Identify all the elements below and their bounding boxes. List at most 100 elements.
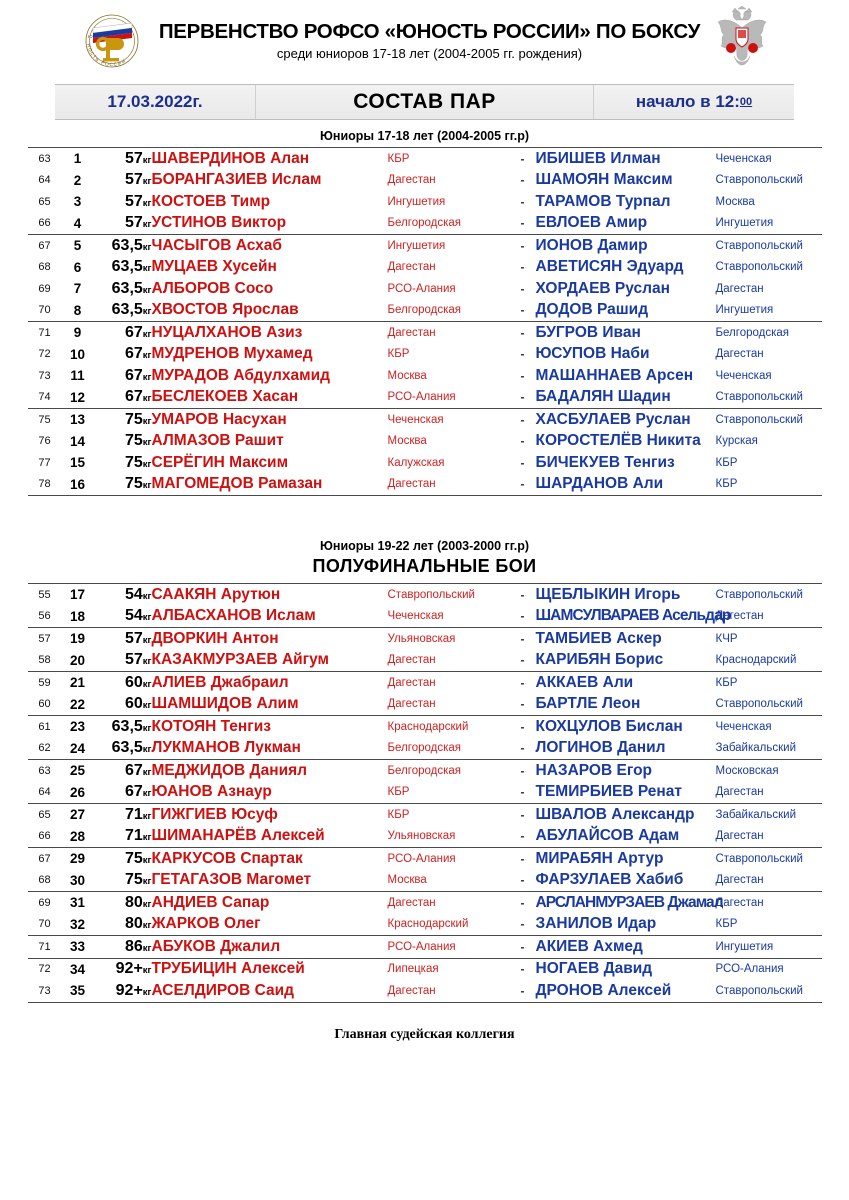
pair-sequence: 18 xyxy=(69,608,86,624)
table-row[interactable]: 70 8 63,5кг ХВОСТОВ Ярослав Белгородская - ДОД… xyxy=(28,300,822,322)
bout-number: 58 xyxy=(38,654,51,667)
table-row[interactable]: 64 26 67кг ЮАНОВ Азнаур КБР - ТЕМИРБИЕВ Ренат Д… xyxy=(28,782,822,804)
blue-corner-name: КОХЦУЛОВ Бислан xyxy=(535,715,716,738)
table-row[interactable]: 78 16 75кг МАГОМЕДОВ Рамазан Дагестан - ШАРДАН… xyxy=(27,473,822,496)
table-row[interactable]: 59 21 60кг АЛИЕВ Джабраил Дагестан - АККАЕВ Ал… xyxy=(27,671,822,694)
table-row[interactable]: 57 19 57кг ДВОРКИН Антон Ульяновская - ТАМБИЕВ… xyxy=(27,627,822,650)
versus-dash: - xyxy=(520,873,525,888)
bout-number: 68 xyxy=(38,874,51,887)
bout-number: 78 xyxy=(27,473,62,496)
table-row[interactable]: 72 10 67кг МУДРЕНОВ Мухамед КБР - ЮСУПОВ Наби Д… xyxy=(28,344,822,366)
table-row[interactable]: 64 2 57кг БОРАНГАЗИЕВ Ислам Дагестан - ШАМОЯН … xyxy=(28,170,822,192)
bouts-table: 63 1 57кг ШАВЕРДИНОВ Алан КБР - ИБИШЕВ Илман Че… xyxy=(27,147,822,496)
russian-ministry-eagle-icon xyxy=(714,5,770,76)
bout-number: 65 xyxy=(27,803,62,826)
weight-class: 63,5кг xyxy=(111,279,152,297)
blue-corner-name: АКИЕВ Ахмед xyxy=(535,935,716,958)
table-row[interactable]: 65 3 57кг КОСТОЕВ Тимр Ингушетия - ТАРАМОВ Тур… xyxy=(28,191,822,213)
blue-corner-name: БАРТЛЕ Леон xyxy=(535,695,641,713)
blue-corner-region: Чеченская xyxy=(715,147,822,170)
weight-class: 71кг xyxy=(124,827,152,845)
blue-corner-region: Московская xyxy=(715,759,822,782)
weight-class: 60кг xyxy=(93,671,152,694)
red-corner-region: КБР xyxy=(387,786,410,799)
table-row[interactable]: 70 32 80кг ЖАРКОВ Олег Краснодарский - ЗАНИЛОВ… xyxy=(28,914,822,936)
blue-corner-name: ХАСБУЛАЕВ Руслан xyxy=(535,408,716,431)
table-row[interactable]: 74 12 67кг БЕСЛЕКОЕВ Хасан РСО-Алания - БАДАЛЯ… xyxy=(28,387,822,409)
bout-number: 73 xyxy=(27,980,62,1003)
table-row[interactable]: 69 31 80кг АНДИЕВ Сапар Дагестан - АРСЛАНМУРЗА… xyxy=(27,891,822,914)
weight-class: 92+кг xyxy=(93,980,152,1003)
table-row[interactable]: 73 11 67кг МУРАДОВ Абдулхамид Москва - МАШАННА… xyxy=(28,365,822,387)
pair-sequence: 1 xyxy=(61,147,94,170)
blue-corner-name: ШАМСУЛВАРАЕВ Асельдар xyxy=(535,607,732,625)
blue-corner-name: ДОДОВ Рашид xyxy=(535,301,649,319)
weight-class: 92+кг xyxy=(93,957,152,980)
red-corner-region: РСО-Алания xyxy=(387,847,510,870)
weight-class: 63,5кг xyxy=(111,739,152,757)
table-row[interactable]: 72 34 92+кг ТРУБИЦИН Алексей Липецкая - НОГАЕВ… xyxy=(27,957,822,980)
bout-number: 67 xyxy=(27,847,62,870)
table-row[interactable]: 63 1 57кг ШАВЕРДИНОВ Алан КБР - ИБИШЕВ Илман Че… xyxy=(27,147,822,170)
table-row[interactable]: 65 27 71кг ГИЖГИЕВ Юсуф КБР - ШВАЛОВ Александр… xyxy=(27,803,822,826)
blue-corner-name: КОРОСТЕЛЁВ Никита xyxy=(535,432,701,450)
blue-corner-region: Забайкальский xyxy=(715,803,822,826)
table-row[interactable]: 58 20 57кг КАЗАКМУРЗАЕВ Айгум Дагестан - КАРИБ… xyxy=(28,650,822,672)
blue-corner-region: Ставропольский xyxy=(715,174,803,187)
weight-class: 57кг xyxy=(93,147,152,170)
bout-number: 62 xyxy=(38,742,51,755)
page-subtitle: среди юниоров 17-18 лет (2004-2005 гг. р… xyxy=(276,45,583,61)
red-corner-name: АЛМАЗОВ Рашит xyxy=(151,432,284,450)
blue-corner-name: ЛОГИНОВ Данил xyxy=(535,739,666,757)
start-time: начало в 12: 00 xyxy=(594,85,794,119)
weight-class: 75кг xyxy=(124,453,152,471)
blue-corner-name: НОГАЕВ Давид xyxy=(535,957,716,980)
red-corner-region: КБР xyxy=(387,803,510,826)
red-corner-name: МАГОМЕДОВ Рамазан xyxy=(151,473,388,496)
weight-class: 67кг xyxy=(93,321,152,344)
weight-unit: кг xyxy=(142,241,152,253)
weight-unit: кг xyxy=(142,437,152,449)
table-row[interactable]: 76 14 75кг АЛМАЗОВ Рашит Москва - КОРОСТЕЛЁВ Н… xyxy=(28,431,822,453)
table-row[interactable]: 55 17 54кг СААКЯН Арутюн Ставропольский - ЩЕБЛ… xyxy=(27,583,822,606)
bouts-table: 55 17 54кг СААКЯН Арутюн Ставропольский - ЩЕБЛ… xyxy=(27,583,822,1003)
table-row[interactable]: 77 15 75кг СЕРЁГИН Максим Калужская - БИЧЕКУЕВ… xyxy=(28,452,822,474)
table-row[interactable]: 75 13 75кг УМАРОВ Насухан Чеченская - ХАСБУЛАЕ… xyxy=(27,408,822,431)
blue-corner-name: ШАРДАНОВ Али xyxy=(535,473,716,496)
blue-corner-region: Ингушетия xyxy=(715,935,822,958)
blue-corner-name: ТАМБИЕВ Аскер xyxy=(535,627,716,650)
table-row[interactable]: 69 7 63,5кг АЛБОРОВ Сосо РСО-Алания - ХОРДАЕВ … xyxy=(28,278,822,300)
weight-unit: кг xyxy=(142,722,152,734)
table-row[interactable]: 62 24 63,5кг ЛУКМАНОВ Лукман Белгородская - ЛО… xyxy=(28,738,822,760)
versus-dash: - xyxy=(520,697,525,712)
table-row[interactable]: 56 18 54кг АЛБАСХАНОВ Ислам Чеченская - ШАМСУЛ… xyxy=(28,606,822,628)
pair-sequence: 29 xyxy=(61,847,94,870)
bout-number: 74 xyxy=(38,391,51,404)
versus-dash: - xyxy=(509,759,536,782)
table-row[interactable]: 67 29 75кг КАРКУСОВ Спартак РСО-Алания - МИРАБ… xyxy=(27,847,822,870)
table-row[interactable]: 68 30 75кг ГЕТАГАЗОВ Магомет Москва - ФАРЗУЛАЕ… xyxy=(28,870,822,892)
weight-unit: кг xyxy=(142,328,152,340)
table-row[interactable]: 71 33 86кг АБУКОВ Джалил РСО-Алания - АКИЕВ Ах… xyxy=(27,935,822,958)
blue-corner-region: Ставропольский xyxy=(715,261,803,274)
table-row[interactable]: 61 23 63,5кг КОТОЯН Тенгиз Краснодарский - КОХ… xyxy=(27,715,822,738)
table-row[interactable]: 63 25 67кг МЕДЖИДОВ Даниял Белгородская - НАЗА… xyxy=(27,759,822,782)
bout-number: 69 xyxy=(27,891,62,914)
blue-corner-name: НАЗАРОВ Егор xyxy=(535,759,716,782)
weight-unit: кг xyxy=(142,393,152,405)
bout-number: 61 xyxy=(27,715,62,738)
table-row[interactable]: 66 28 71кг ШИМАНАРЁВ Алексей Ульяновская - АБУ… xyxy=(28,826,822,848)
weight-class: 57кг xyxy=(124,171,152,189)
table-row[interactable]: 60 22 60кг ШАМШИДОВ Алим Дагестан - БАРТЛЕ Лео… xyxy=(28,694,822,716)
red-corner-region: КБР xyxy=(387,147,510,170)
weight-class: 71кг xyxy=(93,803,152,826)
weight-class: 54кг xyxy=(124,607,152,625)
table-row[interactable]: 73 35 92+кг АСЕЛДИРОВ Саид Дагестан - ДРОНОВ А… xyxy=(27,980,822,1003)
table-row[interactable]: 67 5 63,5кг ЧАСЫГОВ Асхаб Ингушетия - ИОНОВ Да… xyxy=(27,234,822,257)
bout-number: 59 xyxy=(27,671,62,694)
table-row[interactable]: 71 9 67кг НУЦАЛХАНОВ Азиз Дагестан - БУГРОВ Ив… xyxy=(27,321,822,344)
bout-number: 73 xyxy=(38,369,51,382)
blue-corner-name: ТЕМИРБИЕВ Ренат xyxy=(535,783,682,801)
table-row[interactable]: 66 4 57кг УСТИНОВ Виктор Белгородская - ЕВЛОЕВ… xyxy=(28,213,822,235)
table-row[interactable]: 68 6 63,5кг МУЦАЕВ Хусейн Дагестан - АВЕТИСЯН … xyxy=(28,257,822,279)
